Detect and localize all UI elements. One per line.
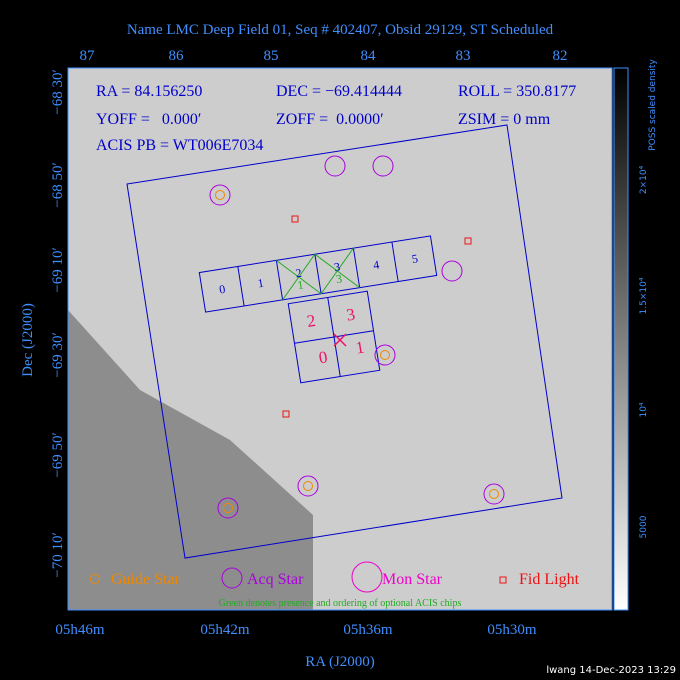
field-box — [126, 124, 563, 559]
tick-label: 05h42m — [200, 622, 250, 638]
legend-text: Mon Star — [382, 571, 443, 588]
fid-light — [282, 410, 290, 418]
info-text: ZSIM = 0 mm — [458, 111, 551, 128]
chip-label: 0 — [218, 282, 226, 297]
chip-divider — [237, 266, 245, 307]
legend-symbol — [351, 561, 383, 593]
tick-label: 05h30m — [487, 622, 537, 638]
y-label: Dec (J2000) — [20, 303, 36, 377]
chip-divider — [391, 241, 399, 282]
info-text: ROLL = 350.8177 — [458, 83, 576, 100]
colorbar-labels: POSS scaled density 2×10⁴ 1.5×10⁴ 10⁴ 50… — [639, 59, 658, 539]
info-text: ZOFF = 0.0000′ — [276, 111, 384, 128]
guide-stars — [215, 190, 499, 513]
acis-s: 0 1 2 3 4 5 1 3 — [198, 235, 438, 313]
tick-label: −69 30′ — [50, 332, 66, 378]
tick-label: −70 10′ — [50, 532, 66, 578]
acq-star — [483, 483, 505, 505]
tick-label: 84 — [361, 48, 377, 64]
x-label: RA (J2000) — [305, 654, 375, 670]
acq-star — [209, 184, 231, 206]
aimpoint-line — [333, 333, 347, 347]
legend-note: Green denotes presence and ordering of o… — [219, 598, 462, 609]
fid-light — [291, 215, 299, 223]
colorbar-tick: 10⁴ — [639, 402, 649, 417]
fid-lights — [282, 215, 472, 418]
chip-cross — [282, 253, 316, 301]
tick-label: 82 — [553, 48, 568, 64]
legend-text: Acq Star — [247, 571, 304, 588]
acq-stars — [209, 155, 505, 519]
tick-label: −68 50′ — [50, 162, 66, 208]
chip-label: 1 — [354, 338, 365, 358]
acq-star — [297, 475, 319, 497]
legend-text: Fid Light — [519, 571, 580, 588]
bottom-ticks: 05h46m 05h42m 05h36m 05h30m — [55, 622, 537, 638]
tick-label: 83 — [456, 48, 471, 64]
tick-label: 85 — [264, 48, 279, 64]
legend: Guide Star Acq Star Mon Star Fid Light G… — [90, 561, 580, 609]
chip-divider — [314, 254, 322, 294]
acq-star — [374, 344, 396, 366]
chip-order: 3 — [335, 271, 343, 286]
tick-label: 87 — [80, 48, 96, 64]
guide-star — [303, 481, 313, 491]
top-ticks: 87 86 85 84 83 82 — [80, 48, 568, 64]
chip-divider — [294, 330, 374, 344]
legend-symbol — [499, 576, 507, 584]
chip-label: 3 — [345, 305, 356, 325]
guide-star — [380, 350, 390, 360]
chip-array — [287, 290, 381, 384]
acis-i: 2 3 0 1 — [287, 290, 381, 384]
fid-light — [464, 237, 472, 245]
tick-label: 05h46m — [55, 622, 105, 638]
acq-star — [217, 497, 239, 519]
tick-label: −69 10′ — [50, 247, 66, 293]
aimpoint — [333, 333, 347, 347]
tick-label: 86 — [169, 48, 185, 64]
plot-frame — [67, 67, 613, 611]
acq-star — [441, 260, 463, 282]
tick-label: 05h36m — [343, 622, 393, 638]
legend-text: Guide Star — [111, 571, 181, 588]
chip-label: 3 — [333, 260, 341, 275]
chip-cross — [320, 247, 354, 295]
left-ticks: −68 30′ −68 50′ −69 10′ −69 30′ −69 50′ … — [50, 69, 66, 578]
colorbar-tick: 5000 — [639, 515, 649, 538]
optional-chips — [276, 247, 360, 301]
chip-label: 2 — [295, 266, 303, 281]
info-text: DEC = −69.414444 — [276, 83, 402, 100]
tick-label: −68 30′ — [50, 69, 66, 115]
legend-symbol — [90, 574, 100, 584]
guide-star — [223, 503, 233, 513]
chip-label: 0 — [317, 347, 328, 367]
chip-order: 1 — [296, 277, 304, 292]
acq-star — [372, 155, 394, 177]
info-text: RA = 84.156250 — [96, 83, 202, 100]
legend-symbol — [221, 567, 243, 589]
chip-label: 1 — [257, 276, 265, 291]
guide-star — [489, 489, 499, 499]
info-text: ACIS PB = WT006E7034 — [96, 137, 263, 154]
colorbar-title: POSS scaled density — [648, 59, 658, 151]
chip-divider — [352, 248, 361, 288]
chip-label: 5 — [411, 251, 419, 266]
chip-label: 4 — [372, 257, 380, 272]
colorbar-tick: 2×10⁴ — [639, 165, 649, 194]
colorbar — [613, 67, 629, 611]
info-block: RA = 84.156250 DEC = −69.414444 ROLL = 3… — [96, 83, 576, 154]
acq-star — [324, 155, 346, 177]
footer: lwang 14-Dec-2023 13:29 — [546, 665, 676, 676]
chip-label: 2 — [306, 311, 317, 331]
title: Name LMC Deep Field 01, Seq # 402407, Ob… — [127, 22, 554, 38]
chip-divider — [275, 260, 284, 300]
info-text: YOFF = 0.000′ — [96, 111, 201, 128]
guide-star — [215, 190, 225, 200]
tick-label: −69 50′ — [50, 432, 66, 478]
sky-dark-region — [68, 310, 313, 610]
colorbar-tick: 1.5×10⁴ — [639, 277, 649, 314]
